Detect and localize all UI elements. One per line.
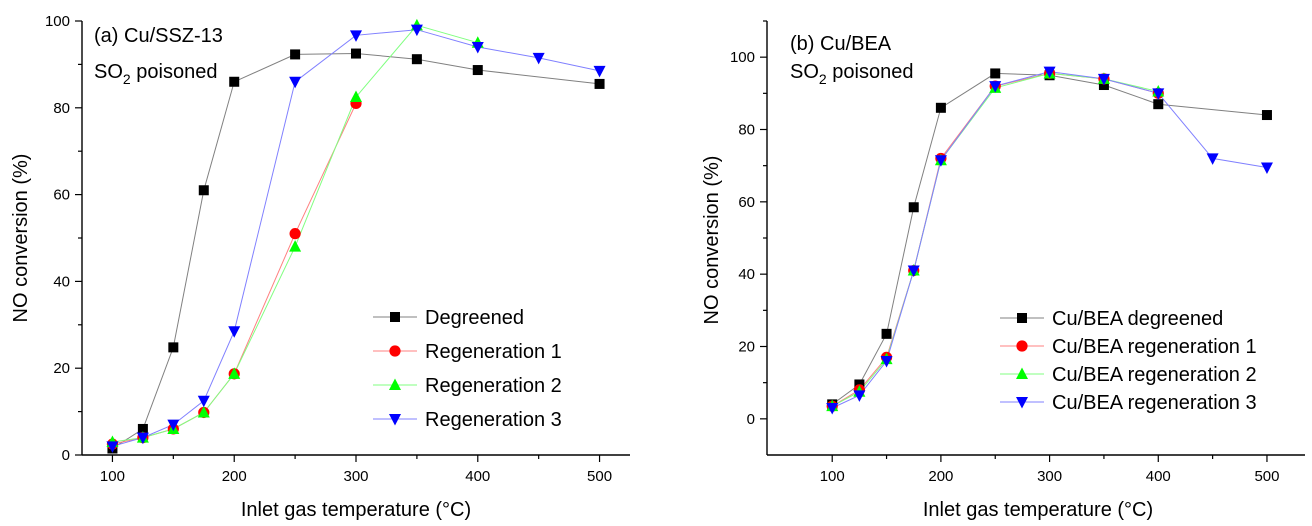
- y-tick-label: 20: [53, 360, 70, 377]
- x-tick-label: 500: [587, 468, 612, 485]
- data-point-series-1: [198, 185, 209, 196]
- panel-title-a: (a) Cu/SSZ-13: [94, 25, 223, 47]
- legend-marker: [390, 312, 400, 322]
- y-tick-label: 20: [738, 339, 755, 356]
- legend-marker: [1016, 367, 1028, 379]
- data-point-series-4: [989, 81, 1002, 93]
- data-point-series-4: [880, 355, 893, 368]
- series-line-1: [831, 72, 1268, 405]
- data-point-series-4: [1206, 153, 1219, 165]
- y-tick-label: 0: [62, 447, 70, 464]
- data-point-series-1: [411, 54, 422, 65]
- data-point-series-1: [229, 76, 240, 87]
- data-point-series-4: [167, 419, 180, 432]
- y-axis-title-a: NO conversion (%): [10, 154, 32, 323]
- x-tick-label: 300: [343, 468, 368, 485]
- data-point-series-1: [290, 49, 301, 60]
- legend-label: Cu/BEA degreened: [1052, 308, 1223, 330]
- data-point-series-4: [289, 76, 302, 89]
- y-tick-label: 100: [730, 49, 755, 66]
- panel-title-b: (b) Cu/BEA: [790, 33, 892, 55]
- y-tick-label: 60: [53, 187, 70, 204]
- legend-label: Regeneration 3: [425, 409, 562, 431]
- data-point-series-4: [197, 395, 210, 408]
- x-axis-title-b: Inlet gas temperature (°C): [923, 499, 1153, 521]
- x-tick-label: 400: [465, 468, 490, 485]
- data-point-series-1: [351, 48, 361, 59]
- panel-subtitle-b: SO2 poisoned: [790, 61, 913, 87]
- legend-marker: [389, 345, 401, 357]
- legend-label: Cu/BEA regeneration 2: [1052, 364, 1257, 386]
- data-point-series-4: [907, 265, 920, 278]
- y-tick-label: 80: [53, 100, 70, 117]
- y-tick-label: 0: [747, 411, 755, 428]
- chart-panel-a: 100 200 300 400 500 0 20 40 60 80 100 (a) Cu/SSZ-1…: [10, 13, 630, 521]
- data-point-series-1: [1261, 110, 1272, 121]
- data-point-series-1: [594, 78, 605, 89]
- data-point-series-4: [228, 326, 241, 338]
- legend-marker: [1016, 397, 1028, 409]
- data-point-series-4: [826, 402, 839, 415]
- data-point-series-4: [410, 24, 423, 37]
- legend-label: Cu/BEA regeneration 1: [1052, 336, 1257, 358]
- data-point-series-1: [1153, 99, 1164, 110]
- legend-marker: [389, 378, 401, 390]
- y-tick-label: 80: [738, 122, 755, 139]
- data-point-series-4: [136, 432, 149, 445]
- data-point-series-4: [934, 155, 947, 167]
- y-tick-label: 100: [45, 13, 70, 30]
- x-tick-label: 300: [1037, 468, 1062, 485]
- x-tick-label: 500: [1254, 468, 1279, 485]
- x-axis-title-a: Inlet gas temperature (°C): [241, 499, 471, 521]
- series-line-2: [112, 103, 357, 445]
- data-point-series-4: [1043, 66, 1056, 79]
- legend-label: Degreened: [425, 307, 524, 329]
- data-point-series-1: [137, 423, 148, 434]
- legend-marker: [389, 414, 401, 426]
- data-point-series-3: [289, 240, 302, 252]
- data-point-series-3: [197, 405, 210, 418]
- data-point-series-1: [990, 68, 1001, 79]
- data-point-series-1: [168, 342, 179, 353]
- y-axis-title-b: NO conversion (%): [701, 156, 723, 325]
- data-point-series-1: [908, 202, 919, 213]
- y-tick-label: 60: [738, 194, 755, 211]
- data-point-series-1: [935, 102, 946, 113]
- series-line-1: [112, 52, 600, 449]
- data-point-series-1: [881, 328, 892, 339]
- data-point-series-4: [471, 42, 484, 54]
- legend-label: Regeneration 2: [425, 375, 562, 397]
- data-point-series-4: [1152, 88, 1165, 100]
- legend-label: Regeneration 1: [425, 341, 562, 363]
- legend-label: Cu/BEA regeneration 3: [1052, 392, 1257, 414]
- y-tick-label: 40: [738, 266, 755, 283]
- data-point-series-4: [350, 30, 362, 42]
- x-tick-label: 200: [222, 468, 247, 485]
- x-tick-label: 100: [100, 468, 125, 485]
- data-point-series-3: [228, 367, 241, 379]
- chart-panel-b: 100 200 300 400 500 0 20 40 60 80 100 (b) Cu/BEA S…: [701, 20, 1305, 521]
- data-point-series-4: [853, 390, 866, 402]
- data-point-series-4: [1097, 73, 1110, 86]
- legend-marker: [1017, 313, 1027, 323]
- panel-subtitle-a: SO2 poisoned: [94, 61, 217, 87]
- x-tick-label: 100: [820, 468, 845, 485]
- data-point-series-4: [1260, 162, 1273, 174]
- legend-marker: [1016, 340, 1028, 352]
- x-tick-label: 200: [928, 468, 953, 485]
- data-point-series-4: [106, 441, 119, 453]
- data-point-series-2: [289, 228, 301, 240]
- data-point-series-4: [532, 52, 545, 65]
- data-point-series-3: [350, 90, 362, 102]
- y-tick-label: 40: [53, 273, 70, 290]
- data-point-series-4: [593, 65, 606, 78]
- data-point-series-1: [472, 65, 483, 76]
- x-tick-label: 400: [1146, 468, 1171, 485]
